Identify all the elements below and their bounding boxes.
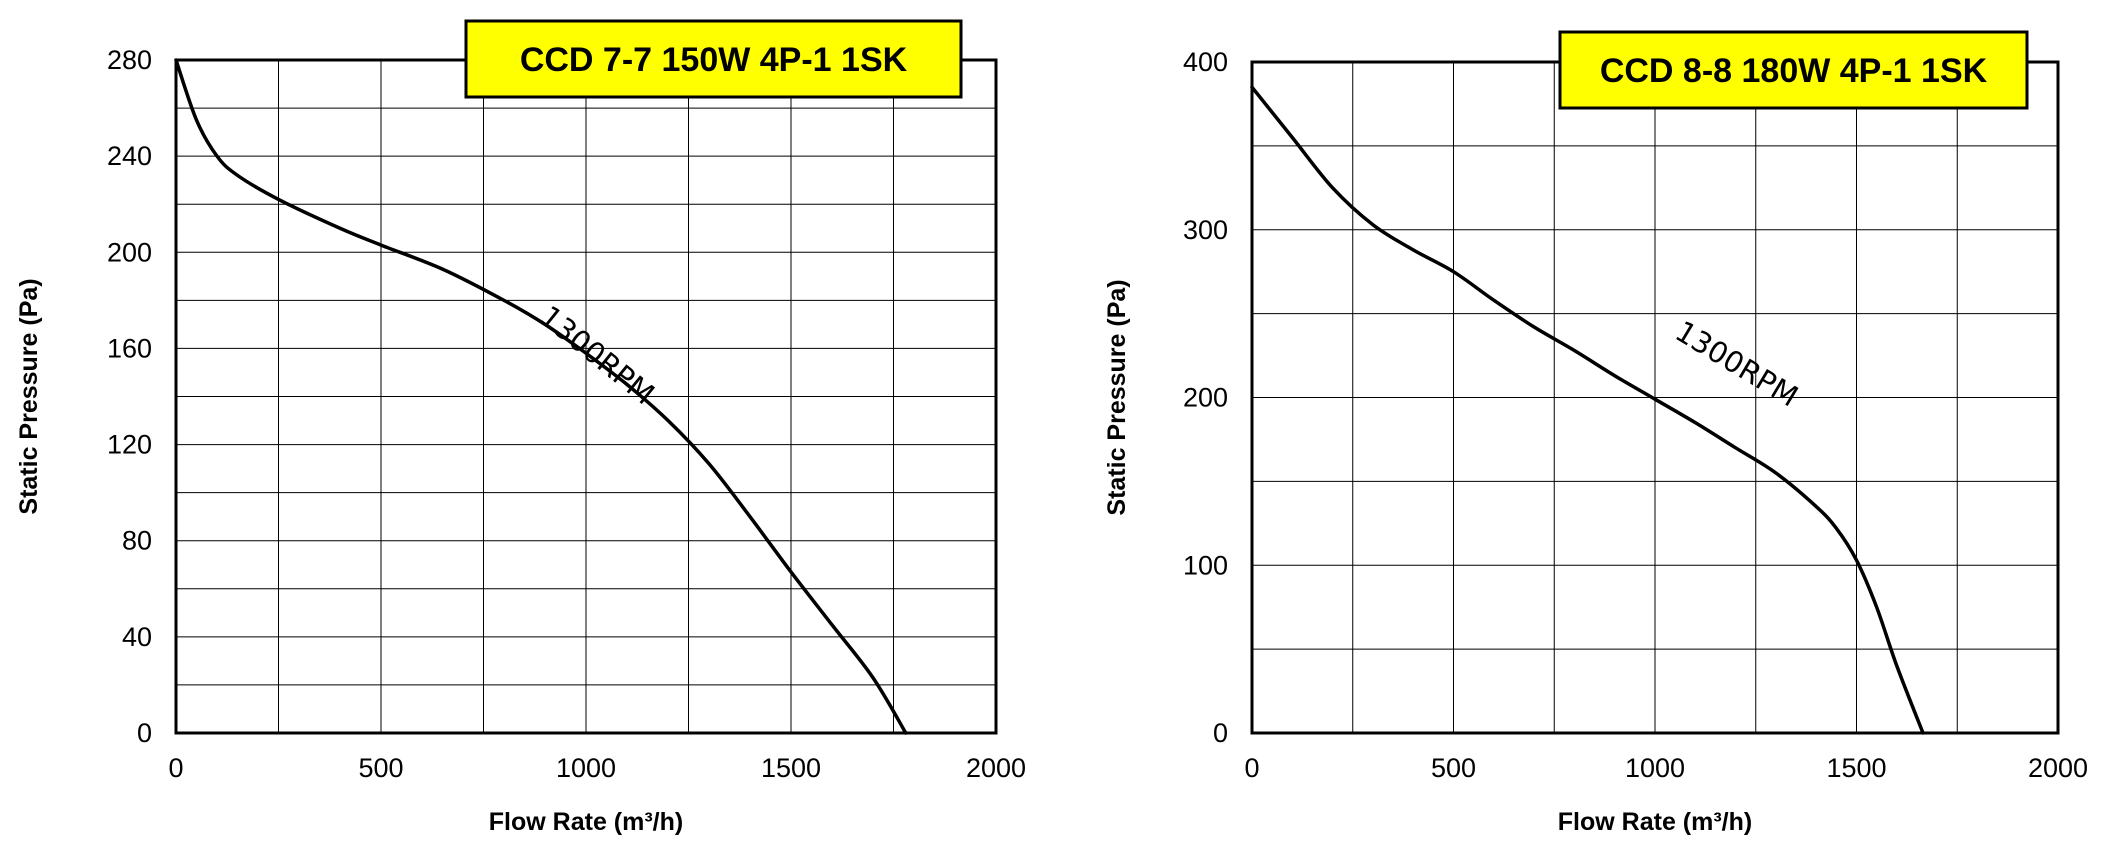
chart-2: 0 500 1000 1500 2000 0 100 200 300 400 Flow Rate (… — [1103, 30, 2088, 836]
y-tick-label: 280 — [107, 45, 152, 75]
y-tick-label: 120 — [107, 430, 152, 460]
y-tick-label: 400 — [1183, 47, 1228, 77]
x-tick-label: 2000 — [966, 753, 1026, 783]
x-tick-label: 1500 — [1826, 753, 1886, 783]
series-line — [1250, 85, 1925, 735]
x-tick-label: 2000 — [2028, 753, 2088, 783]
series-label: 1300RPM — [533, 299, 660, 411]
chart-title-box — [1558, 30, 2029, 110]
y-tick-label: 160 — [107, 333, 152, 363]
chart-title: CCD 8-8 180W 4P-1 1SK — [1600, 52, 1988, 90]
y-tick-label: 0 — [1213, 718, 1228, 748]
y-tick-label: 100 — [1183, 550, 1228, 580]
x-tick-label: 1000 — [1625, 753, 1685, 783]
x-tick-label: 1000 — [556, 753, 616, 783]
x-tick-label: 500 — [358, 753, 403, 783]
series-label: 1300RPM — [1669, 314, 1803, 413]
y-tick-label: 0 — [137, 718, 152, 748]
y-tick-label: 80 — [122, 526, 152, 556]
y-tick-label: 200 — [107, 237, 152, 267]
chart-title: CCD 7-7 150W 4P-1 1SK — [520, 41, 908, 79]
y-tick-label: 300 — [1183, 215, 1228, 245]
x-axis-title: Flow Rate (m³/h) — [1558, 808, 1752, 836]
chart-title-box — [464, 19, 963, 99]
x-tick-label: 1500 — [761, 753, 821, 783]
y-axis-title: Static Pressure (Pa) — [1103, 279, 1131, 515]
series-line — [174, 58, 908, 735]
y-tick-label: 200 — [1183, 383, 1228, 413]
y-tick-label: 40 — [122, 622, 152, 652]
x-tick-label: 0 — [1244, 753, 1259, 783]
chart-1: 0 500 1000 1500 2000 0 40 80 120 160 200 240 280 Flow… — [15, 19, 1026, 836]
y-axis-title: Static Pressure (Pa) — [15, 278, 43, 514]
x-tick-label: 500 — [1431, 753, 1476, 783]
x-axis-title: Flow Rate (m³/h) — [489, 808, 683, 836]
x-tick-label: 0 — [168, 753, 183, 783]
y-tick-label: 240 — [107, 141, 152, 171]
